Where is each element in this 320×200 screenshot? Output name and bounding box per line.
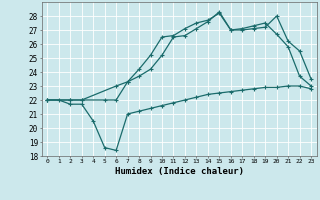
X-axis label: Humidex (Indice chaleur): Humidex (Indice chaleur) <box>115 167 244 176</box>
